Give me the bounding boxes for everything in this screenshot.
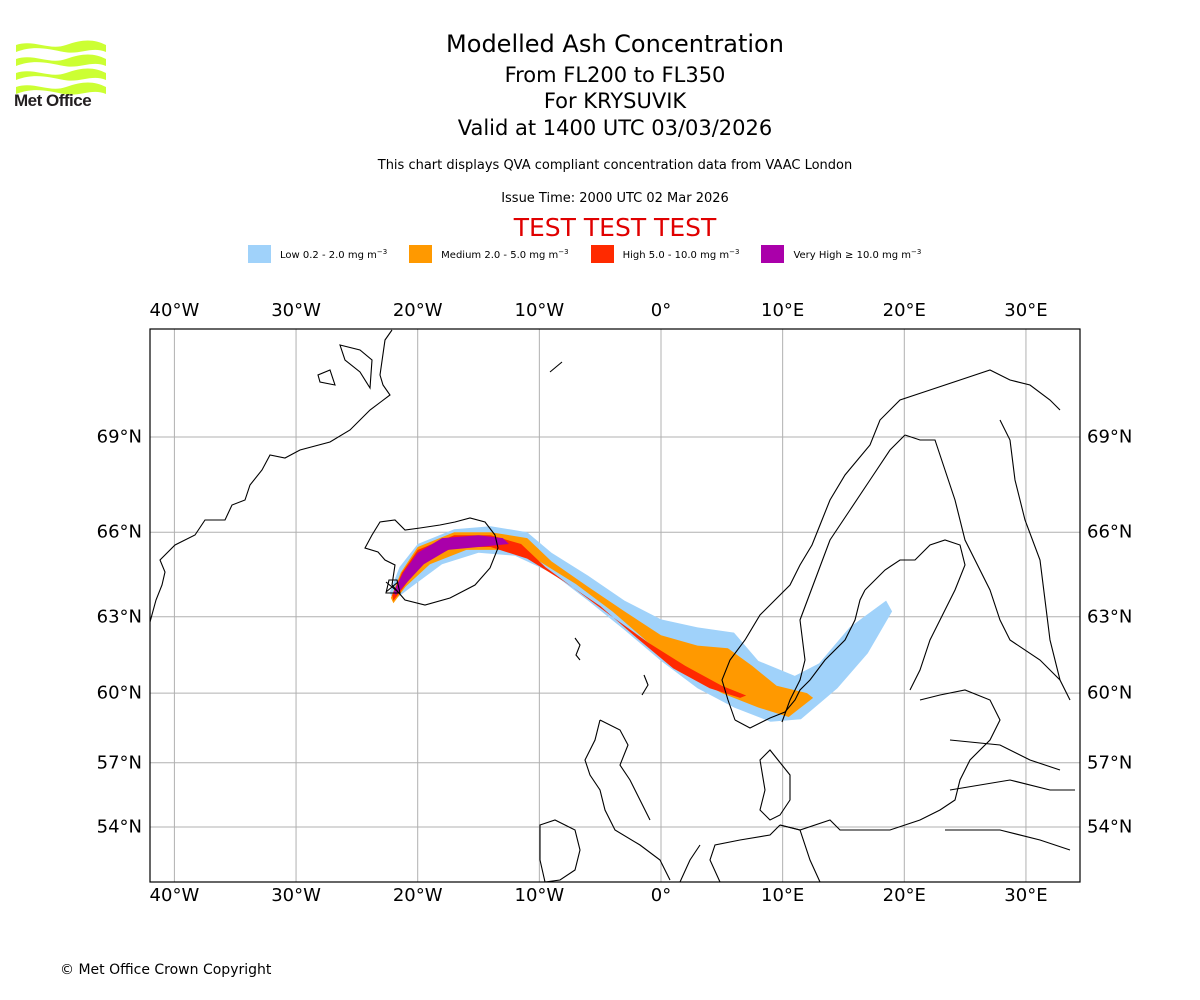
plume-band-medium: [390, 532, 814, 717]
ash-plume: [389, 526, 893, 722]
legend-item-high: High 5.0 - 10.0 mg m−3: [590, 245, 740, 263]
x-tick-top-3: 10°W: [514, 300, 565, 321]
legend: Low 0.2 - 2.0 mg m−3 Medium 2.0 - 5.0 mg…: [248, 244, 943, 264]
chart-description: This chart displays QVA compliant concen…: [377, 158, 853, 173]
legend-swatch-high: [590, 245, 614, 263]
plume-band-very-high: [393, 535, 509, 596]
legend-label-low: Low 0.2 - 2.0 mg m−3: [280, 247, 388, 261]
x-tick-top-4: 0°: [650, 300, 672, 321]
legend-swatch-medium: [409, 245, 433, 263]
y-tick-left-1: 66°N: [96, 521, 142, 543]
legend-item-very-high: Very High ≥ 10.0 mg m−3: [761, 245, 921, 263]
flight-level-range: From FL200 to FL350: [504, 63, 726, 87]
coastline-faroe: [574, 637, 581, 661]
border-sweden-finland: [904, 434, 1061, 681]
coastline-iceland: [364, 517, 499, 606]
coastline-bothnia: [864, 539, 966, 691]
met-office-logo-icon: [16, 40, 106, 95]
x-tick-top-5: 10°E: [761, 300, 805, 321]
border-norway-sweden: [781, 434, 906, 723]
x-tick-top-2: 20°W: [392, 300, 443, 321]
x-tick-bottom-0: 40°W: [149, 885, 200, 906]
map-frame: [149, 328, 1081, 883]
valid-time: Valid at 1400 UTC 03/03/2026: [457, 116, 773, 140]
coastline-great-britain: [584, 719, 671, 881]
test-banner: TEST TEST TEST: [513, 213, 717, 242]
y-tick-right-5: 54°N: [1087, 816, 1133, 838]
chart-title: Modelled Ash Concentration: [446, 30, 784, 58]
x-tick-bottom-5: 10°E: [761, 885, 805, 906]
logo-text: Met Office: [14, 91, 92, 110]
legend-swatch-low: [248, 245, 271, 263]
legend-label-high: High 5.0 - 10.0 mg m−3: [622, 247, 740, 261]
x-tick-bottom-1: 30°W: [271, 885, 321, 906]
coastline-ireland: [539, 819, 581, 882]
x-tick-bottom-6: 20°E: [882, 885, 926, 906]
coastline-shetland: [641, 674, 649, 696]
x-tick-top-1: 30°W: [271, 300, 321, 321]
y-tick-right-0: 69°N: [1087, 426, 1133, 448]
coastline-denmark: [759, 749, 791, 821]
coastlines: [150, 329, 1075, 882]
y-tick-left-3: 60°N: [96, 682, 142, 704]
y-tick-left-0: 69°N: [96, 426, 142, 448]
x-tick-bottom-4: 0°: [650, 885, 672, 906]
legend-label-very-high: Very High ≥ 10.0 mg m−3: [793, 247, 922, 261]
coastline-baltic: [779, 689, 1001, 831]
x-tick-bottom-3: 10°W: [514, 885, 565, 906]
y-tick-right-1: 66°N: [1087, 521, 1133, 543]
x-tick-bottom-2: 20°W: [392, 885, 443, 906]
coastline-germany-netherlands: [679, 824, 821, 882]
issue-time: Issue Time: 2000 UTC 02 Mar 2026: [501, 191, 729, 206]
x-tick-top-0: 40°W: [149, 300, 200, 321]
map-gridlines: [150, 329, 1080, 882]
y-tick-right-2: 63°N: [1087, 606, 1133, 628]
copyright: © Met Office Crown Copyright: [60, 962, 272, 978]
legend-swatch-very-high: [761, 245, 785, 263]
coastline-jan-mayen: [549, 361, 563, 373]
y-tick-left-5: 54°N: [96, 816, 142, 838]
legend-label-medium: Medium 2.0 - 5.0 mg m−3: [441, 247, 569, 261]
x-tick-top-6: 20°E: [882, 300, 926, 321]
legend-item-low: Low 0.2 - 2.0 mg m−3: [248, 245, 387, 263]
x-tick-bottom-7: 30°E: [1004, 885, 1048, 906]
volcano-name: For KRYSUVIK: [543, 89, 687, 113]
volcano-marker-icon: [385, 579, 401, 594]
legend-item-medium: Medium 2.0 - 5.0 mg m−3: [409, 245, 569, 263]
border-finland-russia: [999, 419, 1071, 701]
coastline-greenland: [150, 329, 393, 623]
y-tick-right-3: 60°N: [1087, 682, 1133, 704]
y-tick-right-4: 57°N: [1087, 752, 1133, 774]
y-tick-left-4: 57°N: [96, 752, 142, 774]
x-tick-top-7: 30°E: [1004, 300, 1048, 321]
border-baltic: [945, 739, 1075, 851]
y-tick-left-2: 63°N: [96, 606, 142, 628]
coastline-scandinavia: [721, 369, 1061, 729]
